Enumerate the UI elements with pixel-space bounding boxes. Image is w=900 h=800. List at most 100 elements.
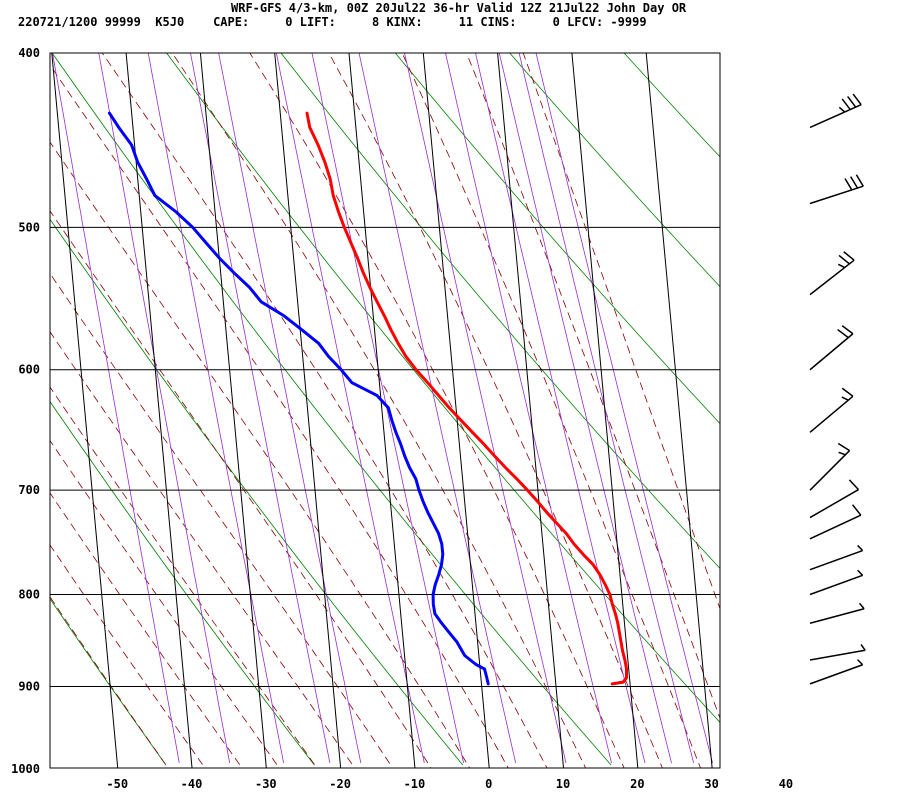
barb-feather — [838, 451, 846, 456]
y-tick-label: 1000 — [11, 762, 40, 776]
barb-feather — [837, 328, 849, 339]
x-tick-label: 20 — [630, 777, 644, 791]
barb-staff — [809, 664, 863, 685]
mixing-ratio-line — [518, 53, 694, 764]
mixing-ratio-line — [498, 53, 672, 764]
dry-adiabat — [394, 53, 720, 425]
wind-barb — [809, 504, 862, 540]
x-tick-label: 40 — [779, 777, 793, 791]
tick-labels: -50 -40 -30 -20 -10 0 10 20 30 40 400 500 600 700 800 9… — [11, 46, 793, 791]
moist-adiabat — [50, 210, 432, 768]
moist-adiabat — [101, 53, 548, 768]
wind-barbs — [809, 93, 866, 685]
moist-adiabat — [50, 492, 243, 768]
barb-feather — [855, 174, 864, 187]
x-tick-label: -50 — [106, 777, 128, 791]
moist-adiabat — [50, 331, 356, 768]
mixing-ratio-line — [535, 53, 713, 764]
isotherm — [645, 53, 713, 768]
mixing-ratio-line — [52, 53, 180, 764]
barb-feather — [841, 387, 854, 397]
barb-staff — [809, 488, 859, 519]
wind-barb — [809, 442, 851, 491]
dry-adiabat — [509, 53, 720, 288]
mixing-ratio-line — [358, 53, 516, 764]
sounding-traces — [107, 111, 628, 686]
barb-staff — [809, 549, 863, 571]
dewpoint-trace — [107, 111, 490, 686]
barb-feather — [860, 643, 866, 651]
wind-barb — [809, 643, 866, 661]
wind-barb — [809, 93, 862, 129]
barb-feather — [838, 254, 850, 265]
moist-adiabat — [249, 53, 625, 768]
dry-adiabat — [166, 53, 720, 723]
barb-staff — [809, 574, 863, 596]
x-tick-label: -40 — [181, 777, 203, 791]
y-tick-label: 800 — [18, 587, 40, 601]
x-tick-label: -10 — [404, 777, 426, 791]
isotherm — [199, 53, 267, 768]
background-lines — [50, 53, 720, 768]
dry-adiabat — [50, 598, 167, 766]
dry-adiabat — [50, 400, 315, 766]
wind-barb — [809, 325, 854, 371]
wind-barb — [809, 569, 864, 596]
barb-staff — [809, 103, 862, 129]
x-tick-label: -30 — [255, 777, 277, 791]
barb-feather — [837, 442, 850, 452]
barb-staff — [809, 649, 866, 661]
moist-adiabat — [50, 64, 509, 768]
temperature-trace — [305, 111, 628, 686]
mixing-ratio-line — [404, 53, 567, 764]
barb-feather — [837, 263, 846, 269]
y-tick-label: 700 — [18, 483, 40, 497]
moist-adiabat — [466, 53, 720, 720]
barb-staff — [809, 333, 854, 371]
barb-feather — [847, 96, 857, 108]
x-tick-label: 10 — [556, 777, 570, 791]
moist-adiabat — [50, 439, 280, 768]
barb-feather — [852, 93, 862, 106]
moist-adiabat — [401, 53, 701, 768]
moist-adiabat — [50, 386, 318, 768]
moist-adiabat — [50, 272, 394, 768]
wind-barb — [809, 387, 854, 433]
isotherm — [571, 53, 639, 768]
x-tick-label: 0 — [485, 777, 492, 791]
mixing-ratio-line — [445, 53, 612, 764]
moist-adiabat — [50, 596, 169, 768]
barb-feather — [857, 659, 864, 666]
mixing-ratio-line — [147, 53, 284, 764]
wind-barb — [809, 544, 864, 571]
plot-frame — [49, 52, 721, 769]
barb-feather — [841, 98, 851, 111]
wind-barb — [809, 251, 855, 296]
x-tick-label: 30 — [704, 777, 718, 791]
wind-barb — [809, 602, 865, 624]
barb-staff — [809, 395, 854, 433]
barb-staff — [809, 450, 851, 491]
mixing-ratio-line — [218, 53, 362, 764]
wind-barb — [809, 174, 864, 205]
isotherm — [795, 53, 861, 768]
station-indices-line: 220721/1200 99999 K5J0 CAPE: 0 LIFT: 8 K… — [18, 15, 647, 29]
x-tick-label: -20 — [329, 777, 351, 791]
mixing-ratio-line — [475, 53, 646, 764]
isotherm — [348, 53, 416, 768]
mixing-ratio-line — [190, 53, 331, 764]
barb-feather — [838, 106, 846, 113]
barb-feather — [857, 544, 864, 552]
isotherm — [721, 53, 787, 768]
barb-feather — [844, 178, 853, 191]
mixing-ratio-line — [98, 53, 231, 764]
wind-barb — [809, 659, 864, 685]
barb-staff — [809, 259, 855, 296]
y-tick-label: 900 — [18, 679, 40, 693]
dry-adiabat — [623, 53, 720, 158]
barb-feather — [843, 251, 855, 261]
mixing-ratio-line — [276, 53, 425, 764]
barb-feather — [848, 479, 860, 491]
barb-staff — [809, 185, 864, 205]
